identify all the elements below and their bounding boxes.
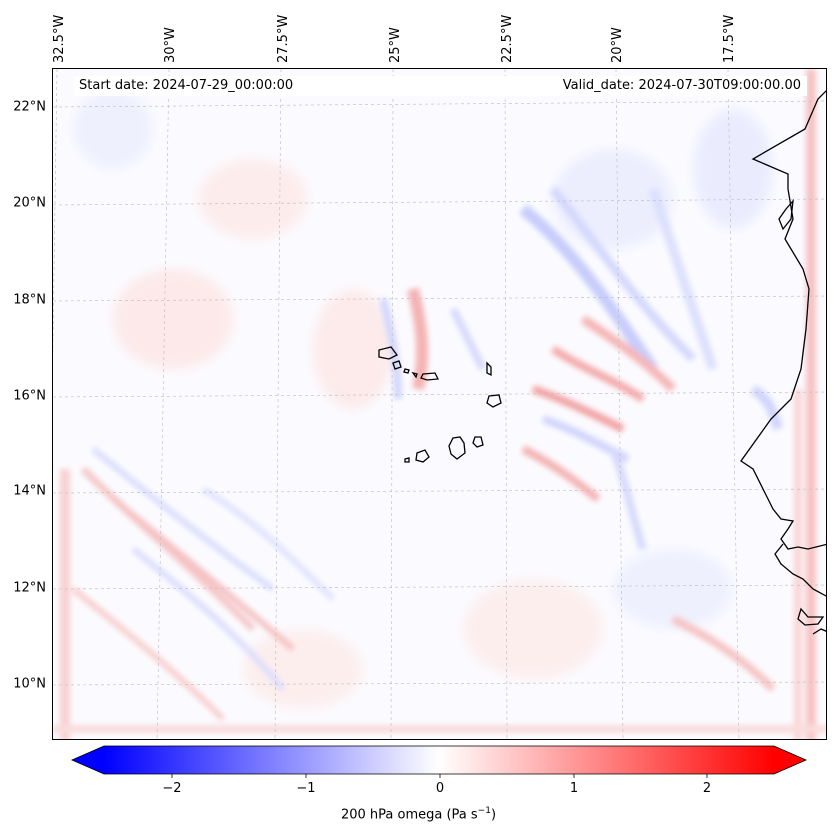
colorbar-tick-label: 2 (702, 781, 712, 796)
valid-date-text: Valid_date: 2024-07-30T09:00:00.00 (562, 78, 801, 93)
colorbar-label: 200 hPa omega (Pa s−1) (0, 806, 837, 822)
lat-label: 18°N (13, 292, 46, 308)
lon-label: 22.5°W (500, 14, 515, 63)
lat-label: 20°N (13, 195, 46, 211)
colorbar-label-text: 200 hPa omega (Pa s (340, 807, 478, 823)
colorbar-extend-max (774, 746, 806, 774)
colorbar-tick-label: 0 (435, 781, 445, 796)
omega-bands (53, 69, 826, 739)
lat-label: 12°N (13, 580, 46, 596)
lat-label: 16°N (13, 388, 46, 404)
graticule (53, 69, 826, 739)
lon-label: 17.5°W (722, 14, 737, 63)
colorbar-tick-label: −1 (296, 781, 316, 796)
lat-label: 14°N (13, 483, 46, 499)
map-panel (52, 68, 827, 740)
lon-label: 30°W (163, 27, 178, 63)
lon-label: 25°W (388, 27, 403, 63)
lon-label: 27.5°W (276, 14, 291, 63)
colorbar (71, 745, 807, 778)
colorbar-label-close: ) (490, 807, 497, 823)
lat-label: 22°N (13, 99, 46, 115)
coastline (378, 90, 826, 635)
lon-label: 20°W (610, 27, 625, 63)
colorbar-tick-label: −2 (162, 781, 182, 796)
lon-label: 32.5°W (52, 14, 67, 63)
colorbar-body (104, 746, 774, 774)
date-info-bar: Start date: 2024-07-29_00:00:00 Valid_da… (74, 76, 807, 96)
colorbar-ticks (171, 774, 708, 778)
colorbar-extend-min (72, 746, 104, 774)
start-date-text: Start date: 2024-07-29_00:00:00 (79, 78, 294, 93)
omega-background-patches (73, 89, 773, 709)
omega-field (53, 69, 826, 739)
colorbar-label-exponent: −1 (477, 806, 491, 816)
lat-label: 10°N (13, 676, 46, 692)
colorbar-outline (71, 745, 807, 775)
colorbar-tick-label: 1 (569, 781, 579, 796)
